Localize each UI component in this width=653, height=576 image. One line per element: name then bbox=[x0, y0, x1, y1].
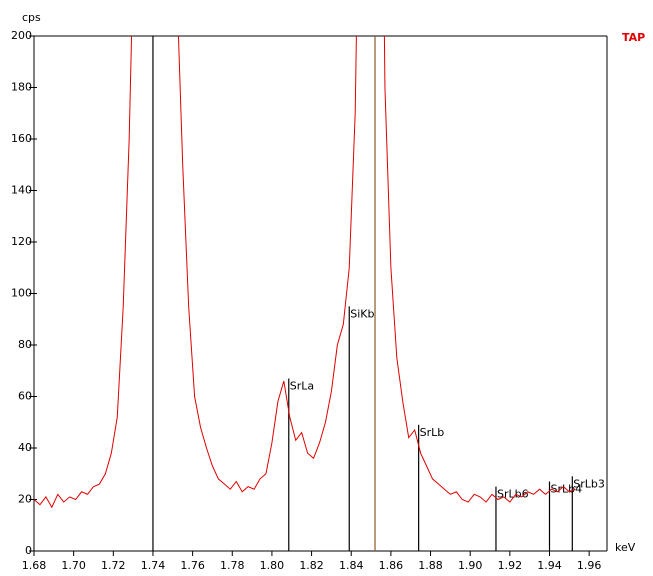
y-tick-label: 40 bbox=[18, 441, 32, 454]
x-tick-label: 1.82 bbox=[299, 559, 324, 572]
x-tick-label: 1.72 bbox=[101, 559, 126, 572]
x-tick-label: 1.90 bbox=[458, 559, 483, 572]
x-axis-label: keV bbox=[615, 541, 636, 554]
x-tick-label: 1.96 bbox=[577, 559, 602, 572]
x-tick-label: 1.88 bbox=[418, 559, 443, 572]
x-tick-label: 1.78 bbox=[220, 559, 245, 572]
y-tick-label: 120 bbox=[11, 235, 32, 248]
peak-label: SrLb3 bbox=[573, 477, 605, 490]
x-tick-label: 1.84 bbox=[339, 559, 364, 572]
x-tick-label: 1.70 bbox=[61, 559, 86, 572]
y-tick-label: 100 bbox=[11, 287, 32, 300]
y-axis-label: cps bbox=[22, 11, 41, 24]
y-tick-label: 80 bbox=[18, 338, 32, 351]
peak-label: SiKb bbox=[350, 307, 374, 320]
spectrum-line bbox=[34, 36, 576, 509]
x-tick-label: 1.68 bbox=[22, 559, 47, 572]
y-tick-label: 0 bbox=[25, 544, 32, 557]
y-tick-label: 200 bbox=[11, 29, 32, 42]
peak-label: SrLb bbox=[420, 426, 445, 439]
x-tick-label: 1.94 bbox=[537, 559, 562, 572]
y-tick-label: 140 bbox=[11, 184, 32, 197]
peak-label: SrLa bbox=[290, 379, 314, 392]
y-tick-label: 180 bbox=[11, 81, 32, 94]
x-tick-label: 1.92 bbox=[498, 559, 523, 572]
annotation: TAP bbox=[622, 31, 645, 44]
y-tick-label: 60 bbox=[18, 390, 32, 403]
x-tick-label: 1.76 bbox=[180, 559, 205, 572]
x-tick-label: 1.74 bbox=[141, 559, 166, 572]
y-tick-label: 20 bbox=[18, 493, 32, 506]
x-tick-label: 1.80 bbox=[260, 559, 285, 572]
y-tick-label: 160 bbox=[11, 132, 32, 145]
x-tick-label: 1.86 bbox=[379, 559, 404, 572]
